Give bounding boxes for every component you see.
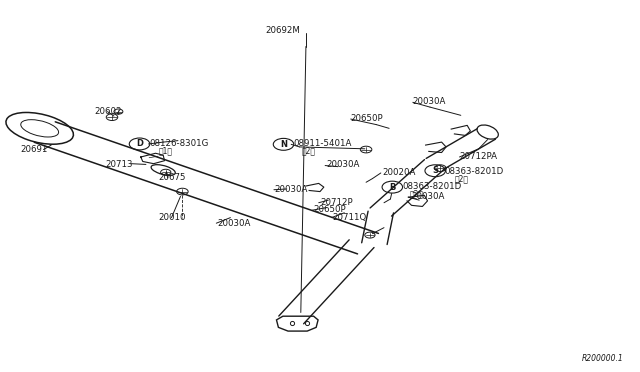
Text: 20030A: 20030A [326,160,360,169]
Text: N: N [280,140,287,149]
Text: S: S [432,166,438,175]
Text: 20010: 20010 [159,214,186,222]
Text: 08363-8201D: 08363-8201D [402,182,461,191]
Text: B: B [389,183,396,192]
Text: （2）: （2） [454,174,468,183]
Text: 20712P: 20712P [320,198,353,207]
Text: 20713: 20713 [106,160,133,169]
Text: （2）: （2） [302,146,316,155]
Text: 20650P: 20650P [351,114,383,123]
Text: （1）: （1） [159,146,173,155]
Text: 20020A: 20020A [383,168,416,177]
Text: 20712PA: 20712PA [460,152,497,161]
Text: R200000.1: R200000.1 [582,354,624,363]
Text: 20030A: 20030A [218,219,251,228]
Text: 20675: 20675 [159,173,186,182]
Text: 20030A: 20030A [274,185,307,194]
Text: 20602: 20602 [95,107,122,116]
Text: （2）: （2） [410,189,424,198]
Text: 20650P: 20650P [314,205,346,214]
Text: 20030A: 20030A [411,192,444,201]
Text: 08363-8201D: 08363-8201D [445,167,504,176]
Text: D: D [136,140,143,148]
Text: 20692M: 20692M [266,26,300,35]
Text: 08126-8301G: 08126-8301G [149,140,209,148]
Text: 20691: 20691 [20,145,48,154]
Text: 20030A: 20030A [413,97,446,106]
Text: 08911-5401A: 08911-5401A [293,139,351,148]
Text: 20711Q: 20711Q [333,213,367,222]
